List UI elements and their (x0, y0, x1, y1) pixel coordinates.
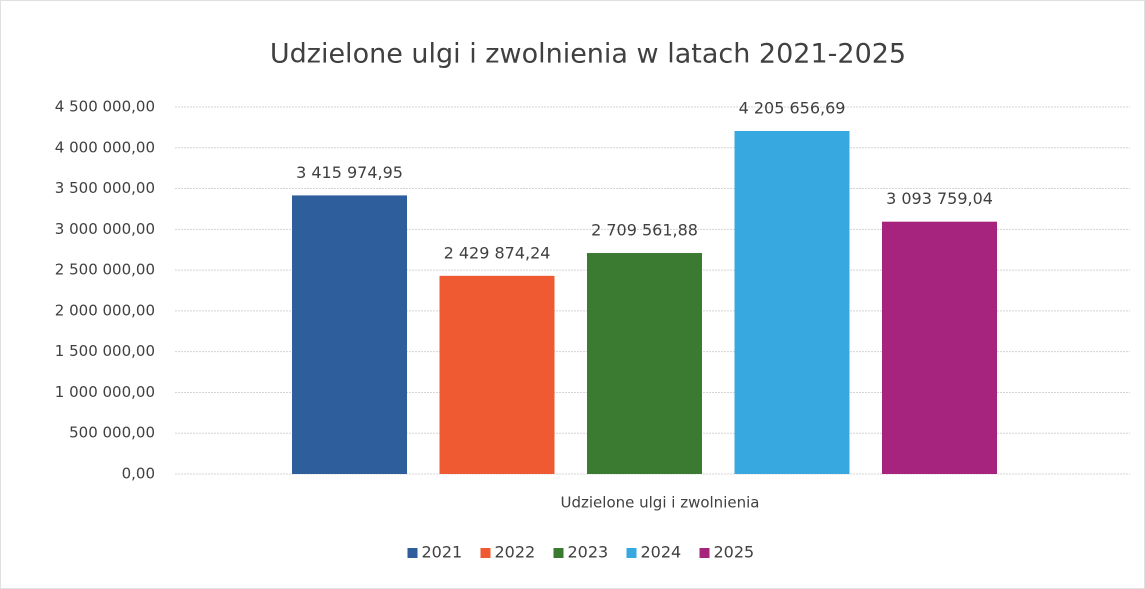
legend-label: 2025 (714, 543, 755, 562)
bar (292, 195, 407, 474)
legend-label: 2022 (495, 543, 536, 562)
y-tick-label: 2 500 000,00 (55, 261, 155, 279)
x-axis-title: Udzielone ulgi i zwolnienia (561, 494, 760, 512)
legend-swatch (699, 548, 710, 558)
legend-swatch (407, 548, 418, 558)
value-label: 2 429 874,24 (444, 243, 551, 262)
legend-label: 2021 (422, 543, 463, 562)
y-tick-label: 2 000 000,00 (55, 301, 155, 319)
legend-swatch (553, 548, 564, 558)
bar (882, 221, 997, 474)
y-tick-label: 3 500 000,00 (55, 179, 155, 197)
legend-label: 2023 (568, 543, 609, 562)
legend-label: 2024 (641, 543, 682, 562)
y-tick-label: 1 500 000,00 (55, 342, 155, 360)
y-tick-label: 500 000,00 (69, 424, 155, 442)
y-tick-label: 4 000 000,00 (55, 138, 155, 156)
y-tick-label: 0,00 (122, 465, 155, 483)
value-label: 4 205 656,69 (739, 99, 846, 118)
y-tick-label: 4 500 000,00 (55, 98, 155, 116)
y-tick-label: 3 000 000,00 (55, 220, 155, 238)
value-label: 2 709 561,88 (591, 221, 698, 240)
chart-title: Udzielone ulgi i zwolnienia w latach 202… (270, 39, 906, 70)
bar (734, 131, 850, 475)
legend-swatch (626, 548, 637, 558)
bar (587, 253, 702, 474)
value-label: 3 415 974,95 (296, 163, 403, 182)
y-tick-label: 1 000 000,00 (55, 383, 155, 401)
value-label: 3 093 759,04 (886, 189, 993, 208)
legend-swatch (480, 548, 491, 558)
bar (439, 275, 555, 474)
